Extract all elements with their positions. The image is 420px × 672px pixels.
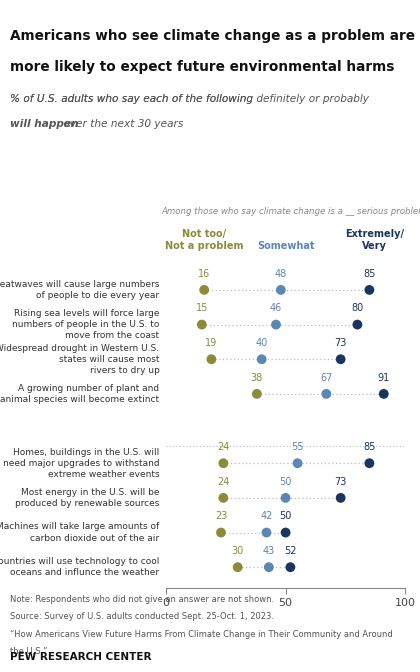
Point [337,354,344,365]
Point [263,527,270,538]
Text: over the next 30 years: over the next 30 years [60,119,184,129]
Text: % of U.S. adults who say each of the following: % of U.S. adults who say each of the fol… [10,94,257,104]
Point [201,284,207,295]
Text: 23: 23 [215,511,227,521]
Text: 52: 52 [284,546,297,556]
Text: 38: 38 [251,373,263,383]
Point [282,493,289,503]
Point [381,388,387,399]
Point [282,527,289,538]
Text: 46: 46 [270,304,282,313]
Text: 42: 42 [260,511,273,521]
Point [287,562,294,573]
Point [220,458,227,468]
Text: Most energy in the U.S. will be
produced by renewable sources: Most energy in the U.S. will be produced… [15,488,160,508]
Point [366,284,373,295]
Text: 91: 91 [378,373,390,383]
Point [234,562,241,573]
Point [199,319,205,330]
Text: % of U.S. adults who say each of the following definitely or probably: % of U.S. adults who say each of the fol… [10,94,370,104]
Point [354,319,361,330]
Point [258,354,265,365]
Text: Source: Survey of U.S. adults conducted Sept. 25-Oct. 1, 2023.: Source: Survey of U.S. adults conducted … [10,612,275,621]
Text: Rising sea levels will force large
numbers of people in the U.S. to
move from th: Rising sea levels will force large numbe… [12,309,160,340]
Text: 50: 50 [279,477,292,487]
Text: 85: 85 [363,269,375,279]
Text: Extremely/
Very: Extremely/ Very [345,229,404,251]
Point [254,388,260,399]
Point [278,284,284,295]
Text: 67: 67 [320,373,333,383]
Point [265,562,272,573]
Text: 30: 30 [231,546,244,556]
Text: Machines will take large amounts of
carbon dioxide out of the air: Machines will take large amounts of carb… [0,523,160,542]
Text: 24: 24 [217,477,230,487]
Text: Somewhat: Somewhat [257,241,314,251]
Text: 40: 40 [255,338,268,348]
Text: Heatwaves will cause large numbers
of people to die every year: Heatwaves will cause large numbers of pe… [0,280,160,300]
Point [323,388,330,399]
Text: 55: 55 [291,442,304,452]
Point [208,354,215,365]
Text: 80: 80 [351,304,364,313]
Text: Note: Respondents who did not give an answer are not shown.: Note: Respondents who did not give an an… [10,595,275,603]
Text: Countries will use technology to cool
oceans and influnce the weather: Countries will use technology to cool oc… [0,557,160,577]
Point [220,493,227,503]
Text: Americans who see climate change as a problem are: Americans who see climate change as a pr… [10,29,415,43]
Text: Not too/
Not a problem: Not too/ Not a problem [165,229,244,251]
Text: A growing number of plant and
animal species will become extinct: A growing number of plant and animal spe… [0,384,160,404]
Text: will happen: will happen [10,119,79,129]
Point [273,319,279,330]
Text: 73: 73 [334,477,347,487]
Text: 48: 48 [275,269,287,279]
Text: Widespread drought in Western U.S.
states will cause most
rivers to dry up: Widespread drought in Western U.S. state… [0,343,160,375]
Point [218,527,224,538]
Text: Among those who say climate change is a __ serious problem: Among those who say climate change is a … [161,208,420,216]
Text: 24: 24 [217,442,230,452]
Point [337,493,344,503]
Text: 50: 50 [279,511,292,521]
Point [366,458,373,468]
Text: 19: 19 [205,338,218,348]
Text: 16: 16 [198,269,210,279]
Text: Homes, buildings in the U.S. will
need major upgrades to withstand
extreme weath: Homes, buildings in the U.S. will need m… [3,448,160,479]
Text: the U.S.”: the U.S.” [10,647,48,656]
Text: 73: 73 [334,338,347,348]
Text: more likely to expect future environmental harms: more likely to expect future environment… [10,60,395,75]
Text: “How Americans View Future Harms From Climate Change in Their Community and Arou: “How Americans View Future Harms From Cl… [10,630,393,638]
Text: PEW RESEARCH CENTER: PEW RESEARCH CENTER [10,652,152,662]
Text: 15: 15 [196,304,208,313]
Point [294,458,301,468]
Text: 43: 43 [263,546,275,556]
Text: 85: 85 [363,442,375,452]
